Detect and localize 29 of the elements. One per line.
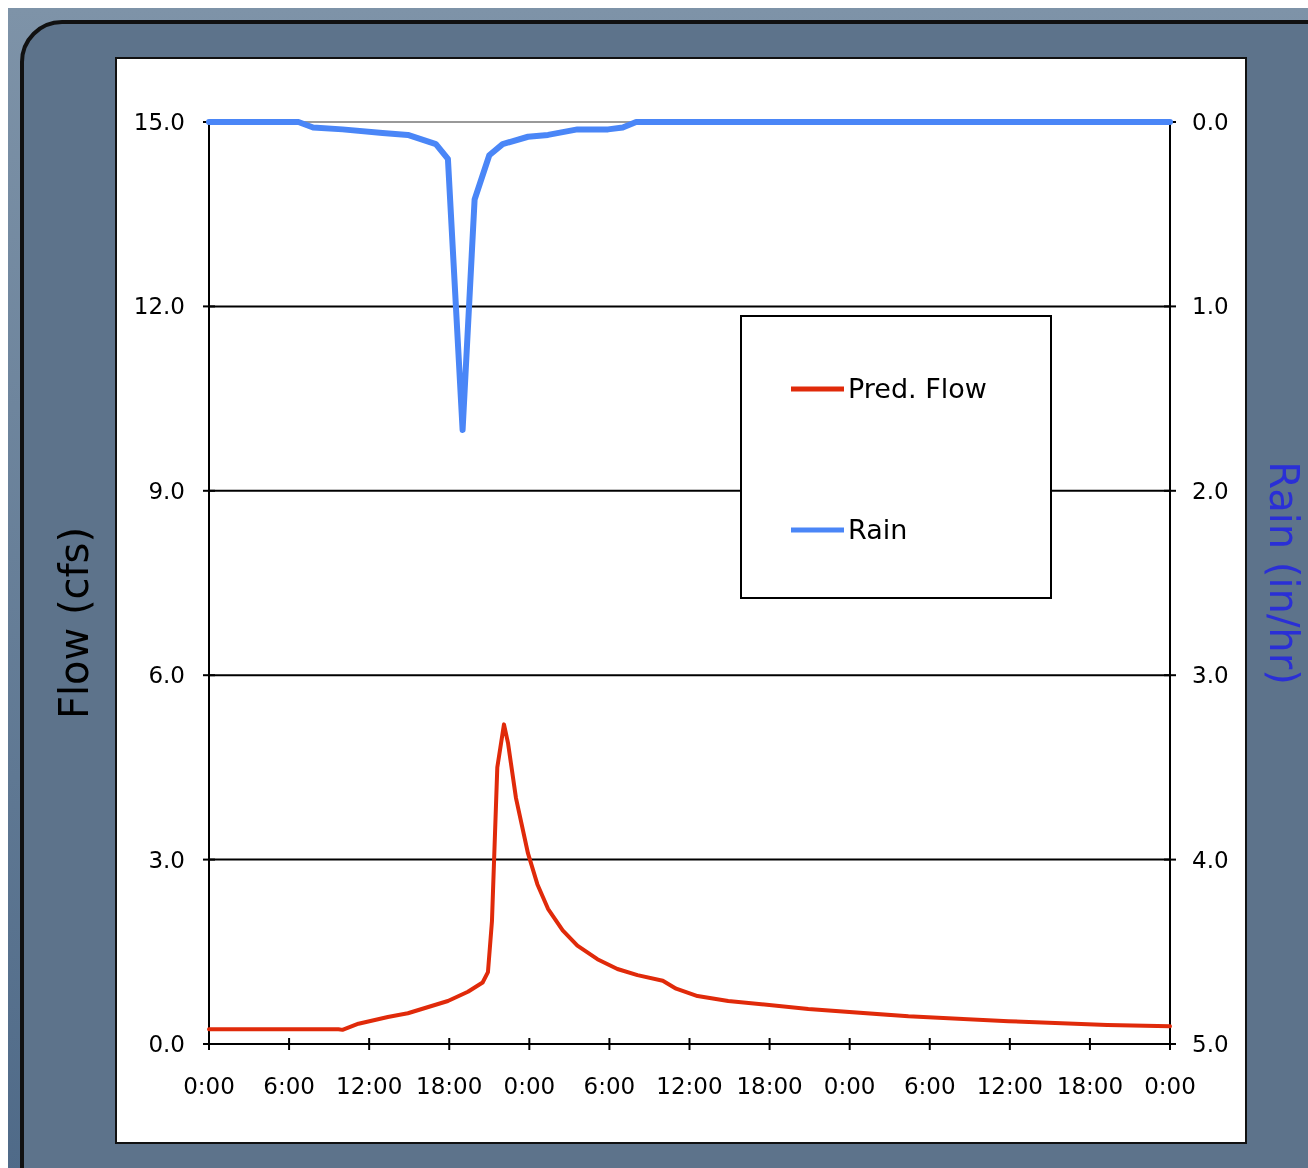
y2-tick-label: 3.0: [1192, 662, 1229, 689]
y2-axis-title: Rain (in/hr): [1261, 461, 1307, 685]
x-tick-label: 18:00: [1056, 1073, 1124, 1099]
x-tick-label: 6:00: [263, 1073, 315, 1099]
y2-tick-label: 0.0: [1192, 109, 1229, 135]
y-tick-label: 12.0: [133, 293, 185, 320]
y2-tick-label: 5.0: [1192, 1031, 1229, 1057]
x-tick-label: 6:00: [583, 1073, 636, 1099]
y-tick-label: 6.0: [148, 662, 185, 689]
y-axis-title: Flow (cfs): [51, 526, 97, 720]
y-tick-label: 15.0: [133, 109, 185, 135]
x-tick-label: 12:00: [656, 1073, 723, 1099]
y2-tick-label: 2.0: [1192, 477, 1229, 504]
x-tick-label: 12:00: [336, 1073, 403, 1099]
x-tick-label: 0:00: [1144, 1073, 1196, 1099]
x-tick-label: 0:00: [503, 1073, 556, 1099]
y-tick-label: 3.0: [148, 846, 185, 873]
x-tick-label: 18:00: [416, 1073, 483, 1099]
y2-tick-label: 1.0: [1192, 293, 1229, 320]
legend-label: Rain: [848, 514, 908, 545]
y-tick-label: 0.0: [148, 1031, 185, 1057]
legend-label: Pred. Flow: [848, 373, 987, 404]
y2-tick-label: 4.0: [1192, 846, 1229, 873]
x-tick-label: 18:00: [736, 1073, 803, 1099]
x-tick-label: 0:00: [183, 1073, 235, 1099]
x-tick-label: 0:00: [823, 1073, 876, 1099]
y-tick-label: 9.0: [148, 477, 185, 504]
x-tick-label: 12:00: [976, 1073, 1043, 1099]
x-tick-label: 6:00: [903, 1073, 956, 1099]
